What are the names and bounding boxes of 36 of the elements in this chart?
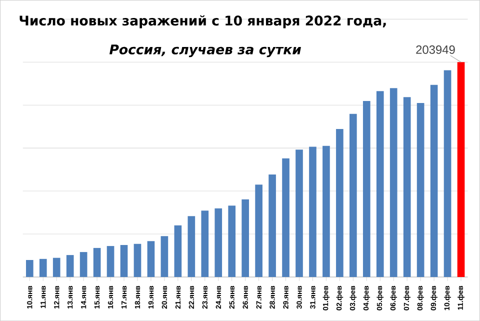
bar [444,70,452,277]
bar [296,149,303,277]
chart-subtitle: Россия, случаев за сутки [109,44,301,58]
bar [403,97,411,277]
bar [93,248,101,277]
bar [52,258,60,277]
bar [242,199,249,277]
bar [39,258,47,277]
bar [120,244,128,277]
bar [160,236,168,277]
bar [26,260,34,277]
bar [134,244,142,277]
bar [350,114,357,277]
bar [457,62,465,277]
bar [268,174,276,277]
chart-title: Число новых заражений с 10 января 2022 года, [20,15,386,28]
bar [214,208,222,277]
bar [336,128,344,277]
bar [255,184,262,277]
bar [147,241,155,277]
bar [66,254,74,277]
annotation: 203949 [416,45,455,54]
bar [201,210,209,277]
bar [309,146,316,277]
bar [106,246,114,277]
bar [376,91,384,277]
bar [322,146,330,277]
bar [188,216,196,277]
bar [174,225,182,277]
bar [390,88,398,277]
bar [416,102,424,277]
bar [228,206,236,277]
bar [80,252,88,277]
bar [430,84,438,277]
bar [362,100,370,277]
bar [282,158,290,277]
